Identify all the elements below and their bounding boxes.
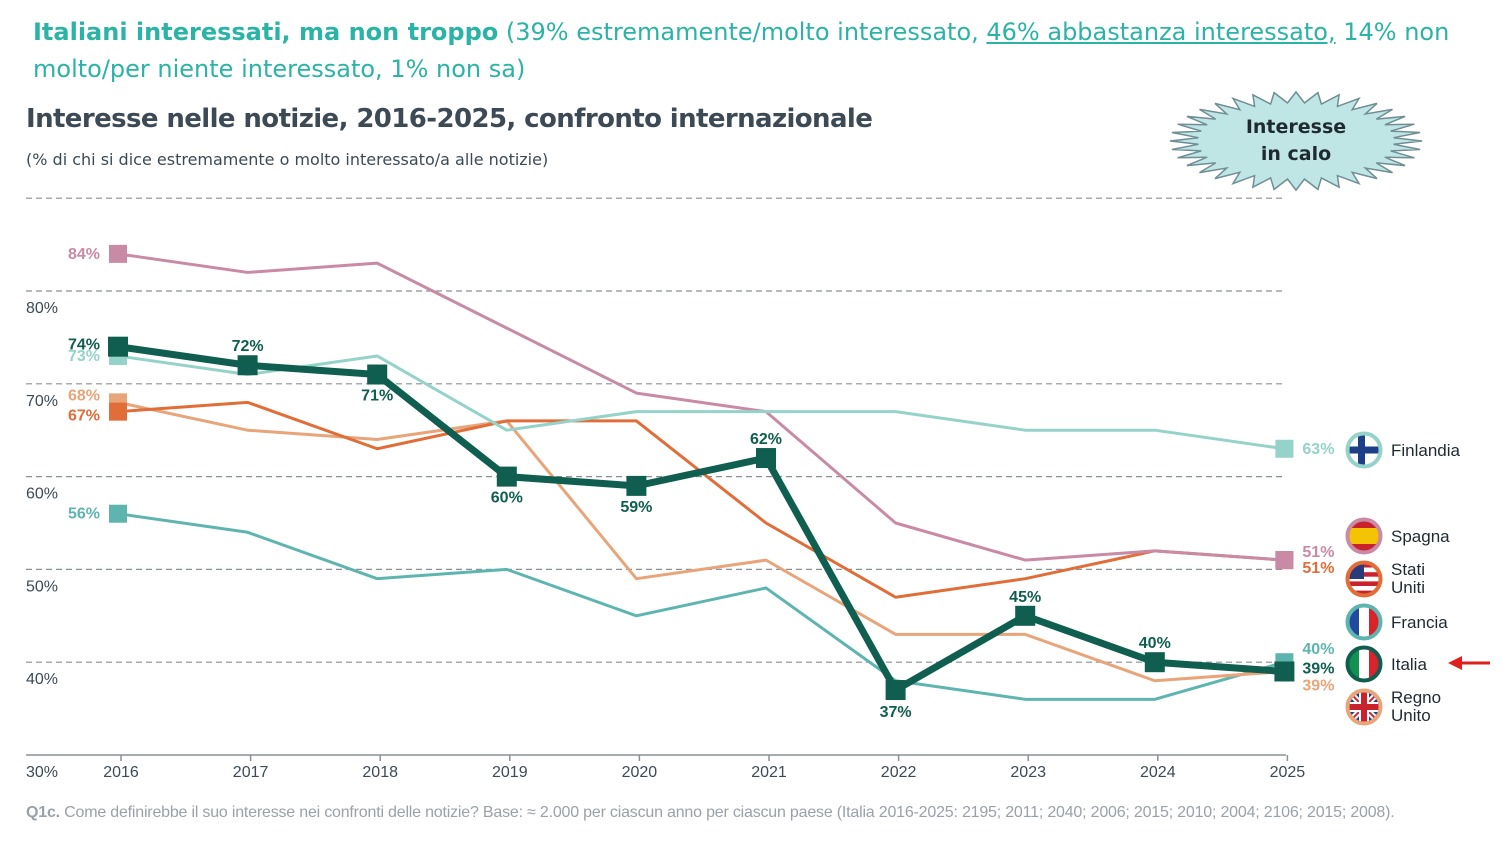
- x-tick-label: 2024: [1140, 764, 1176, 781]
- data-point: [108, 336, 128, 357]
- data-point: [109, 402, 127, 421]
- x-tick-label: 2025: [1270, 764, 1306, 781]
- data-point: [109, 244, 127, 263]
- burst-label-line2: in calo: [1260, 143, 1332, 165]
- data-label: 67%: [68, 408, 100, 425]
- data-label: 40%: [1302, 641, 1334, 658]
- france-flag: [1345, 603, 1383, 641]
- burst-label-line1: Interesse: [1245, 116, 1347, 138]
- headline-bold: Italiani interessati, ma non troppo: [33, 18, 499, 46]
- data-label: 73%: [68, 348, 100, 365]
- x-tick-label: 2017: [233, 764, 269, 781]
- grid-lines: [26, 197, 1286, 663]
- data-label: 45%: [1009, 589, 1041, 606]
- chart-title: Interesse nelle notizie, 2016-2025, conf…: [26, 104, 873, 134]
- y-tick-label: 50%: [26, 578, 58, 595]
- uk-flag: [1345, 688, 1383, 726]
- data-label: 59%: [620, 499, 652, 516]
- burst-label: Interesse in calo: [1216, 114, 1376, 168]
- series-line-italia: [117, 343, 1285, 694]
- data-point: [109, 504, 127, 523]
- data-label: 56%: [68, 506, 100, 523]
- italy-flag: [1345, 645, 1383, 683]
- legend-label: Spagna: [1391, 527, 1450, 546]
- headline: Italiani interessati, ma non troppo (39%…: [33, 14, 1473, 88]
- legend-label: Stati Uniti: [1391, 560, 1425, 597]
- data-label: 71%: [361, 388, 393, 405]
- series-line-francia: [117, 512, 1285, 701]
- data-label: 74%: [68, 337, 100, 354]
- series-line-regno-unito: [117, 400, 1285, 683]
- legend-label: Finlandia: [1391, 441, 1461, 460]
- series-line-spagna: [117, 252, 1285, 562]
- y-tick-label: 70%: [26, 393, 58, 410]
- legend-label: Italia: [1391, 655, 1427, 674]
- y-tick-label: 60%: [26, 486, 58, 503]
- data-label: 72%: [232, 338, 264, 355]
- data-label: 37%: [880, 704, 912, 721]
- legend: Finlandia Spagna Stati Uniti Francia Regno Uni…: [1345, 431, 1461, 726]
- y-tick-label: 40%: [26, 671, 58, 688]
- italy-arrow-icon: [1448, 656, 1490, 670]
- series-line-finlandia: [117, 354, 1285, 451]
- usa-flag: [1345, 560, 1383, 598]
- x-tick-label: 2016: [103, 764, 139, 781]
- series-lines: [108, 244, 1295, 701]
- headline-underlined: 46% abbastanza interessato,: [986, 18, 1336, 46]
- chart-subtitle: (% di chi si dice estremamente o molto i…: [26, 150, 549, 169]
- footnote-text: Come definirebbe il suo interesse nei co…: [59, 804, 1395, 821]
- footnote: Q1c. Come definirebbe il suo interesse n…: [26, 804, 1395, 822]
- axes: 30% 40% 50% 60% 70% 80% 2016 2017 2018 2019 2020 20…: [26, 300, 1305, 781]
- data-point: [1275, 551, 1294, 570]
- data-label: 39%: [1302, 677, 1334, 694]
- x-tick-label: 2022: [881, 764, 917, 781]
- data-point: [496, 466, 517, 487]
- data-point: [756, 448, 776, 469]
- data-label: 63%: [1302, 441, 1334, 458]
- data-label: 60%: [491, 490, 523, 507]
- footnote-code: Q1c.: [26, 804, 60, 821]
- headline-part1: (39% estremamente/molto interessato,: [498, 18, 987, 46]
- finland-flag: [1345, 431, 1383, 469]
- x-tick-label: 2018: [362, 764, 398, 781]
- x-tick-label: 2023: [1010, 764, 1046, 781]
- legend-label: Regno Unito: [1391, 688, 1441, 725]
- data-point: [1275, 439, 1294, 458]
- x-tick-label: 2021: [751, 764, 787, 781]
- data-label: 40%: [1139, 635, 1171, 652]
- legend-label: Francia: [1391, 613, 1448, 632]
- spain-flag: [1345, 517, 1383, 555]
- data-point: [885, 680, 906, 701]
- x-tick-label: 2020: [622, 764, 658, 781]
- headline-part2: 14% non molto/per niente interessato, 1%…: [33, 18, 1450, 83]
- data-point: [1274, 661, 1295, 682]
- data-label: 51%: [1302, 544, 1334, 561]
- data-point: [237, 355, 258, 376]
- data-point: [1144, 652, 1165, 673]
- data-point: [1015, 605, 1036, 626]
- data-label: 51%: [1302, 560, 1334, 577]
- data-label: 84%: [68, 246, 100, 263]
- x-tick-label: 2019: [492, 764, 528, 781]
- data-point: [626, 475, 647, 496]
- y-tick-label: 80%: [26, 300, 58, 317]
- data-label: 68%: [68, 387, 100, 404]
- data-label: 62%: [750, 431, 782, 448]
- data-labels: 56% 40% 68% 39% 67% 51% 84% 51% 73% 63% 74% 72% 71% 6…: [68, 246, 1334, 721]
- data-label: 39%: [1302, 660, 1334, 677]
- y-tick-label: 30%: [26, 764, 58, 781]
- data-point: [367, 364, 388, 385]
- starburst-badge: [1169, 90, 1423, 192]
- starburst-shape: [1169, 90, 1423, 192]
